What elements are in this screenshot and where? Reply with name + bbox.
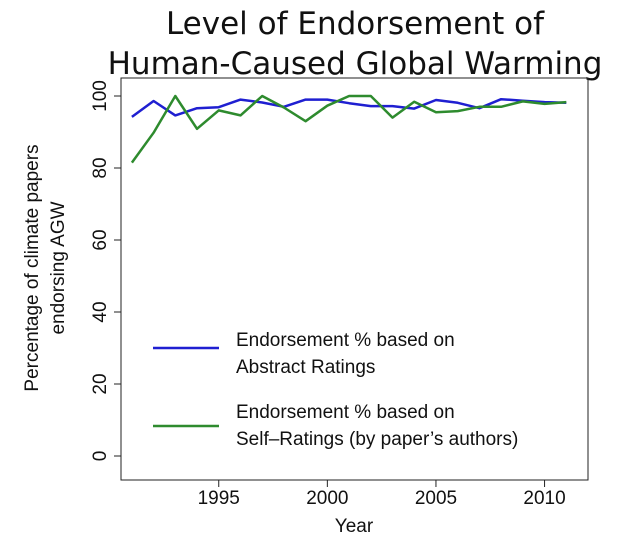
legend-label-abstract-line-2: Abstract Ratings [236,357,375,378]
x-tick-label-2010: 2010 [523,488,565,509]
y-tick-label-20: 20 [90,373,111,394]
y-axis-label-line-2: endorsing AGW [48,201,69,334]
series-line-1 [130,94,567,164]
legend: Endorsement % based on Abstract Ratings … [153,330,518,450]
y-tick-label-40: 40 [90,301,111,322]
legend-label-abstract-line-1: Endorsement % based on [236,330,455,351]
x-tick-label-2005: 2005 [415,488,457,509]
y-axis: 0 20 40 60 80 100 [90,80,121,461]
chart-title-line-1: Level of Endorsement of [166,6,545,42]
series-line-0 [131,97,567,118]
y-tick-label-0: 0 [90,451,111,462]
chart-title-line-2: Human-Caused Global Warming [108,46,603,82]
series-lines [130,94,567,164]
y-tick-label-60: 60 [90,229,111,250]
y-axis-label: Percentage of climate papers endorsing A… [22,144,69,391]
legend-label-self-ratings-line-2: Self–Ratings (by paper’s authors) [236,429,518,450]
legend-label-self-ratings-line-1: Endorsement % based on [236,402,455,423]
y-axis-label-line-1: Percentage of climate papers [22,144,43,391]
y-tick-label-100: 100 [90,80,111,112]
x-tick-label-1995: 1995 [198,488,240,509]
y-tick-label-80: 80 [90,157,111,178]
x-axis: 1995 2000 2005 2010 [198,480,566,509]
x-tick-label-2000: 2000 [306,488,348,509]
plot-frame [120,77,589,481]
x-axis-label: Year [335,516,374,537]
